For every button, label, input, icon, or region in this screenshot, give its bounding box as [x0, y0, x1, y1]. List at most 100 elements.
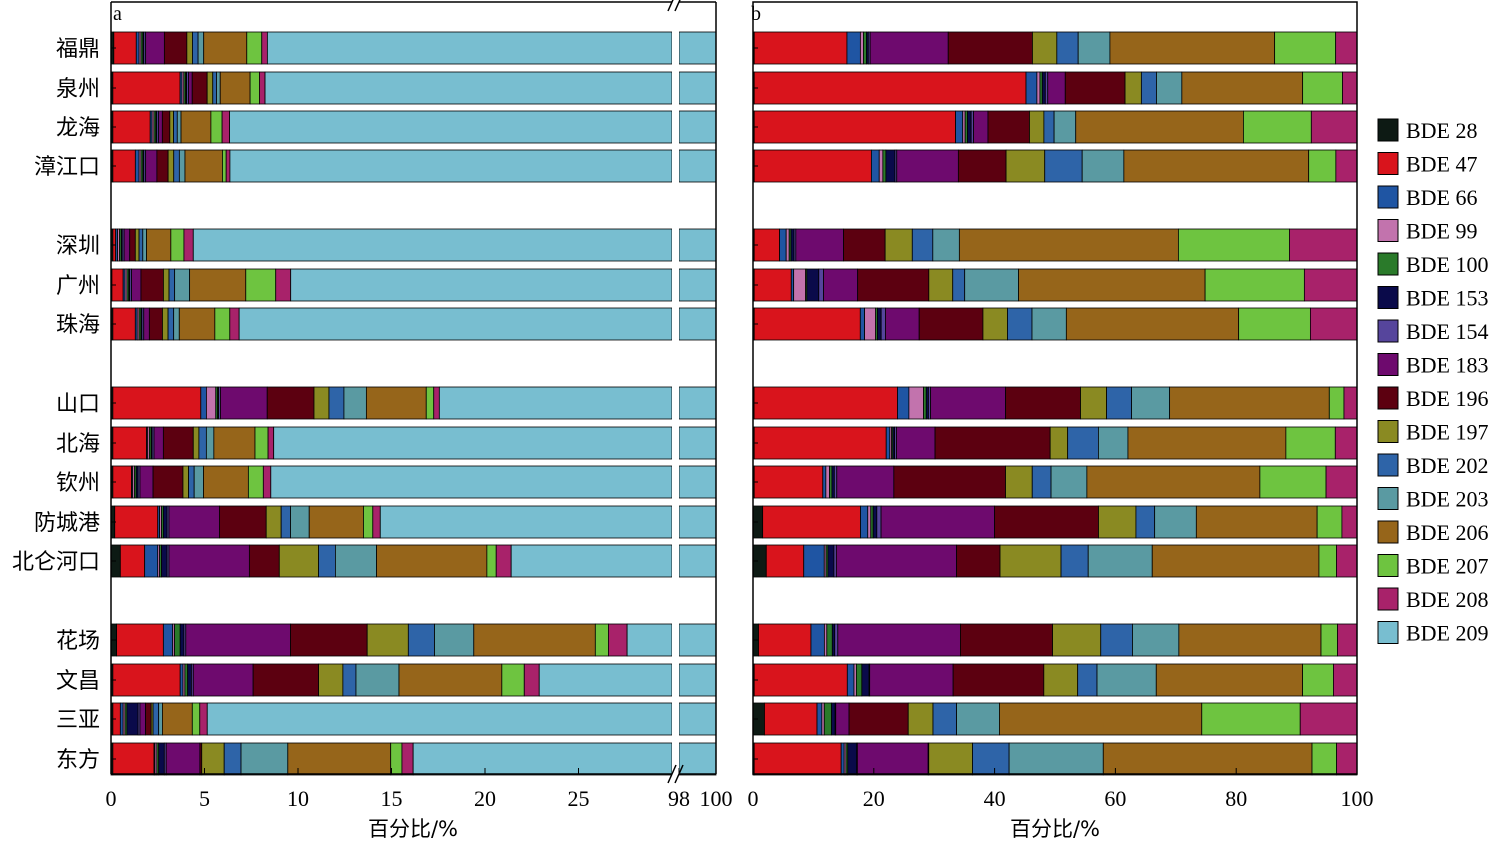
bar-segment-bde-197 [1005, 465, 1033, 499]
bar-segment-bde-207 [191, 702, 201, 736]
bar-segment-bde-99 [859, 31, 864, 65]
bar-segment-bde-206 [1127, 426, 1287, 460]
bar-segment-bde-183 [168, 505, 220, 539]
bar-segment-bde-183 [973, 110, 989, 144]
legend-swatch [1377, 219, 1399, 242]
bar-segment-bde-208 [225, 149, 231, 183]
bar-segment-bde-208 [1336, 742, 1358, 776]
bar-segment-bde-203 [355, 663, 400, 697]
bar-segment-bde-196 [957, 149, 1007, 183]
bar-segment-bde-207 [1316, 505, 1343, 539]
legend-label: BDE 209 [1406, 621, 1489, 646]
panel-b-x-ticks: 0 20 40 60 80 100 [748, 768, 1374, 811]
axis-break-mark [667, 0, 674, 12]
bar-segment-bde-47 [119, 544, 146, 578]
bar-segment-bde-206 [1102, 742, 1313, 776]
bar-segment-bde-209 [678, 110, 717, 144]
bar-segment-bde-209 [206, 702, 673, 736]
bar-segment-bde-209 [379, 505, 673, 539]
bar-segment-bde-207 [1177, 228, 1290, 262]
bar-segment-bde-66 [134, 149, 140, 183]
bar-segment-bde-208 [1303, 268, 1358, 302]
bar-segment-bde-183 [880, 505, 995, 539]
bar-segment-bde-183 [139, 702, 146, 736]
bar-segment-bde-208 [183, 228, 194, 262]
bar-segment-bde-202 [1007, 307, 1033, 341]
legend-swatch [1377, 453, 1399, 477]
bar-segment-bde-206 [1018, 268, 1206, 302]
bar-segment-bde-183 [885, 307, 920, 341]
bar-segment-bde-99 [864, 307, 877, 341]
bar-segment-bde-99 [867, 505, 872, 539]
legend-label: BDE 206 [1406, 520, 1489, 545]
bar-segment-bde-47 [758, 623, 812, 657]
bar-segment-bde-207 [1259, 465, 1327, 499]
bar-segment-bde-197 [1124, 71, 1142, 105]
bar-segment-bde-196 [266, 386, 315, 420]
bar-segment-bde-196 [1005, 386, 1081, 420]
bar-segment-bde-203 [1156, 71, 1183, 105]
bar-segment-bde-183 [123, 228, 131, 262]
legend-label: BDE 183 [1406, 353, 1489, 378]
bar-segment-bde-47 [753, 663, 848, 697]
bar-segment-bde-47 [764, 702, 818, 736]
bar-segment-bde-206 [958, 228, 1179, 262]
row-label: 防城港 [34, 511, 100, 536]
legend-swatch [1377, 420, 1399, 443]
row-label: 山口 [56, 392, 100, 417]
bar-segment-bde-66 [885, 426, 891, 460]
bar-segment-bde-197 [167, 149, 175, 183]
bar-segment-bde-197 [928, 268, 954, 302]
bar-segment-bde-196 [994, 505, 1099, 539]
bar-segment-bde-183 [165, 742, 201, 776]
x-tick-label: 0 [748, 786, 759, 811]
legend-swatch [1377, 520, 1399, 544]
bar-segment-bde-183 [168, 544, 250, 578]
bar-segment-bde-209 [678, 71, 717, 105]
row-label: 漳江口 [34, 155, 100, 180]
bar-segment-bde-197 [278, 544, 319, 578]
bar-segment-bde-203 [1087, 544, 1153, 578]
bar-segment-bde-207 [390, 742, 403, 776]
row-label: 花场 [56, 629, 100, 654]
bar-segment-bde-154 [876, 505, 882, 539]
x-tick-label: 5 [199, 786, 210, 811]
bar-segment-bde-209 [678, 31, 717, 65]
bar-segment-bde-183 [139, 465, 154, 499]
bar-segment-bde-209 [264, 71, 673, 105]
bar-segment-bde-99 [785, 228, 790, 262]
legend-swatch [1377, 185, 1399, 209]
bar-segment-bde-66 [840, 742, 845, 776]
bar-segment-bde-196 [162, 426, 194, 460]
bar-segment-bde-47 [753, 465, 824, 499]
bar-segment-bde-197 [884, 228, 913, 262]
bar-segment-bde-183 [185, 623, 291, 657]
bar-segment-bde-197 [1043, 663, 1079, 697]
bar-segment-bde-206 [999, 702, 1203, 736]
bar-segment-bde-47 [753, 386, 898, 420]
bar-segment-bde-203 [1098, 426, 1129, 460]
bar-segment-bde-203 [197, 31, 205, 65]
bar-segment-bde-66 [803, 544, 825, 578]
bar-segment-bde-47 [112, 742, 155, 776]
bar-segment-bde-154 [880, 307, 886, 341]
bar-segment-bde-209 [538, 663, 673, 697]
panel-b-x-axis-title: 百分比/% [1010, 817, 1100, 841]
x-tick-label: 0 [106, 786, 117, 811]
bar-segment-bde-207 [1302, 71, 1343, 105]
bar-segment-bde-203 [343, 386, 367, 420]
bar-segment-bde-183 [1047, 71, 1066, 105]
bar-segment-bde-207 [214, 307, 231, 341]
bar-segment-bde-203 [1031, 307, 1067, 341]
bar-segment-bde-207 [1320, 623, 1338, 657]
bar-segment-bde-66 [955, 110, 964, 144]
bar-segment-bde-202 [342, 663, 357, 697]
legend-swatch [1377, 386, 1399, 410]
bar-segment-bde-197 [186, 31, 193, 65]
bar-segment-bde-209 [678, 465, 717, 499]
bar-segment-bde-183 [220, 386, 268, 420]
bar-segment-bde-203 [334, 544, 377, 578]
bar-segment-bde-203 [193, 465, 204, 499]
bar-segment-bde-202 [318, 544, 336, 578]
bar-segment-bde-209 [412, 742, 673, 776]
